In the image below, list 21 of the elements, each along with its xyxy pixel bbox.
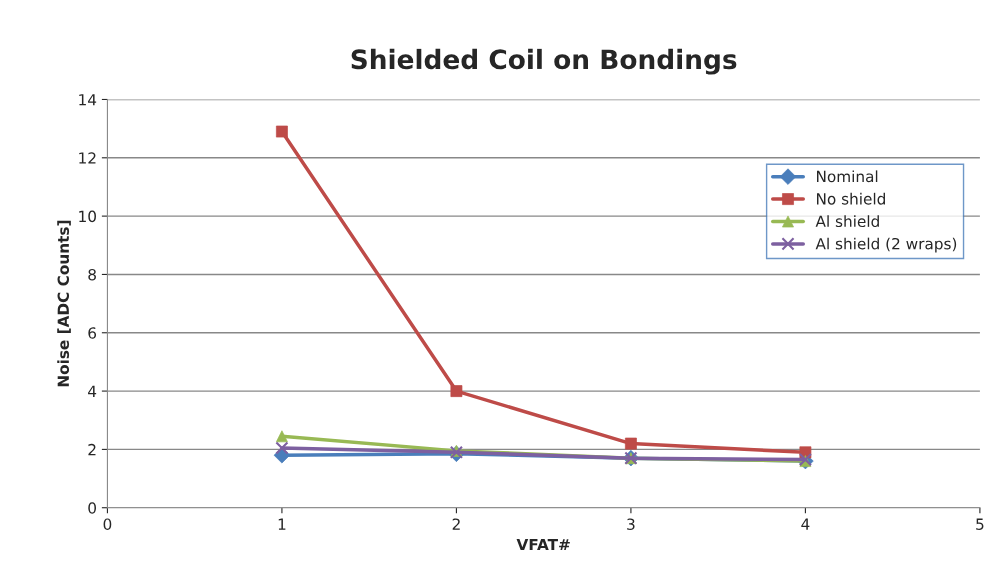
legend-label: Nominal [817,170,878,183]
y-tick-label: 10 [79,210,96,223]
legend-label: No shield [817,192,885,205]
y-tick-label: 12 [79,152,96,164]
legend-label: Al shield [815,215,879,228]
x-tick-label: 3 [627,518,635,530]
x-tick-label: 1 [278,518,286,530]
x-tick-label: 5 [976,518,984,530]
y-tick-label: 14 [79,94,97,106]
chart-title: Shielded Coil on Bondings [351,48,737,75]
y-tick-label: 0 [88,502,96,514]
x-tick-label: 2 [452,518,460,530]
legend-label: Al shield (2 wraps) [815,237,957,253]
y-tick-label: 8 [88,268,96,281]
x-tick-label: 0 [103,518,112,530]
x-axis-title: VFAT# [516,538,570,551]
y-tick-label: 4 [88,385,97,397]
x-tick-label: 4 [801,518,810,530]
y-tick-label: 6 [88,327,97,339]
y-axis-title: Noise [ADC Counts] [57,220,71,387]
y-tick-label: 2 [88,443,96,456]
